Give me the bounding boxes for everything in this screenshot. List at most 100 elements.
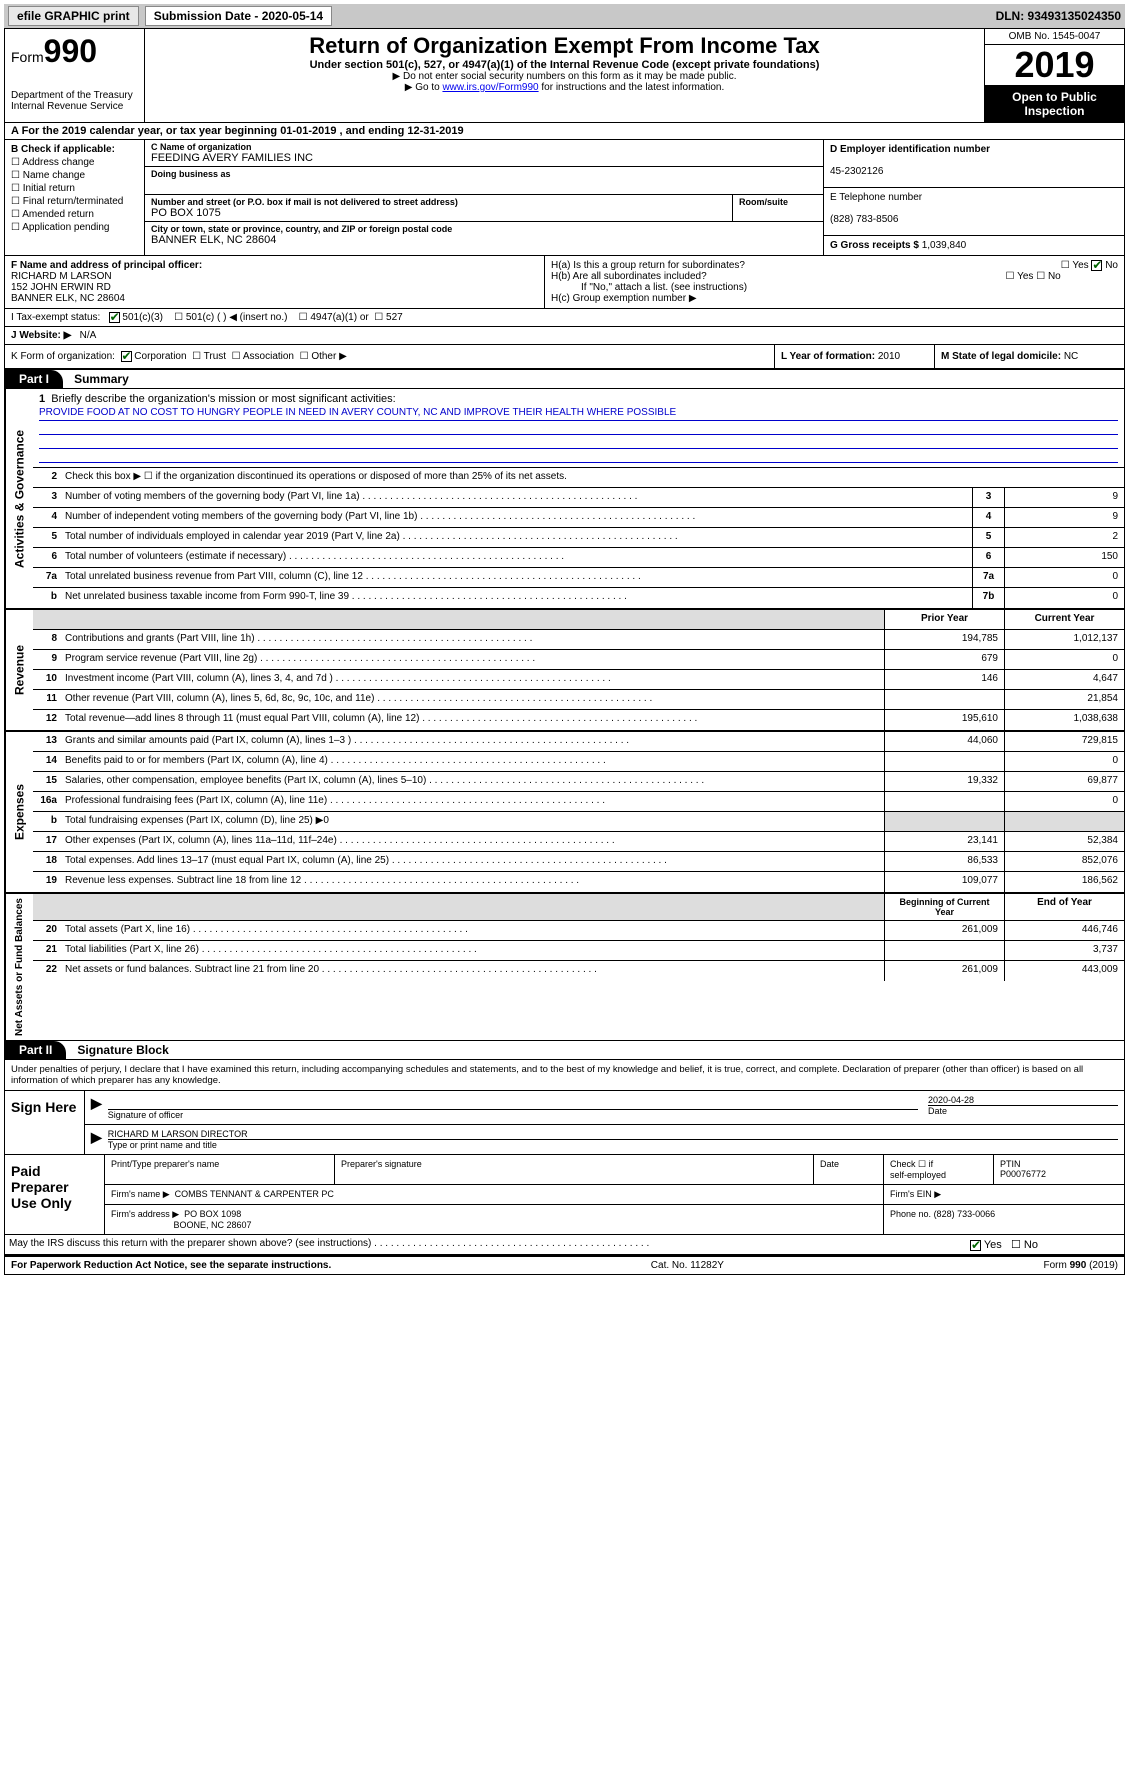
preparer-name-label: Print/Type preparer's name bbox=[105, 1155, 335, 1184]
chk-name-change[interactable]: ☐ Name change bbox=[11, 170, 138, 181]
efile-print-button[interactable]: efile GRAPHIC print bbox=[8, 6, 139, 26]
chk-address-change[interactable]: ☐ Address change bbox=[11, 157, 138, 168]
line-text: Professional fundraising fees (Part IX, … bbox=[61, 792, 884, 811]
line-value: 2 bbox=[1004, 528, 1124, 547]
prior-value: 44,060 bbox=[884, 732, 1004, 751]
q2-text: Check this box ▶ ☐ if the organization d… bbox=[61, 468, 1124, 487]
chk-amended-return[interactable]: ☐ Amended return bbox=[11, 209, 138, 220]
current-value: 186,562 bbox=[1004, 872, 1124, 892]
line-text: Program service revenue (Part VIII, line… bbox=[61, 650, 884, 669]
chk-association[interactable]: ☐ Association bbox=[232, 351, 294, 362]
tab-revenue: Revenue bbox=[5, 610, 33, 730]
form-header: Form990 Department of the Treasury Inter… bbox=[5, 29, 1124, 123]
discuss-no[interactable]: ☐ No bbox=[1011, 1239, 1038, 1251]
prior-value: 109,077 bbox=[884, 872, 1004, 892]
exp-line-14: 14Benefits paid to or for members (Part … bbox=[33, 752, 1124, 772]
c-name-label: C Name of organization bbox=[151, 142, 817, 152]
chk-initial-return[interactable]: ☐ Initial return bbox=[11, 183, 138, 194]
ein-value: 45-2302126 bbox=[830, 166, 883, 177]
line-text: Other expenses (Part IX, column (A), lin… bbox=[61, 832, 884, 851]
row-j-website: J Website: ▶ N/A bbox=[5, 327, 1124, 345]
line-value: 9 bbox=[1004, 508, 1124, 527]
mission-line-3 bbox=[39, 435, 1118, 449]
footer-left: For Paperwork Reduction Act Notice, see … bbox=[11, 1260, 331, 1271]
officer-name: RICHARD M LARSON bbox=[11, 271, 112, 282]
chk-trust[interactable]: ☐ Trust bbox=[192, 351, 226, 362]
col-c-name-address: C Name of organization FEEDING AVERY FAM… bbox=[145, 140, 824, 255]
gross-receipts-value: 1,039,840 bbox=[922, 240, 967, 251]
firm-addr-label: Firm's address ▶ bbox=[111, 1209, 179, 1219]
rev-line-12: 12Total revenue—add lines 8 through 11 (… bbox=[33, 710, 1124, 730]
current-value: 852,076 bbox=[1004, 852, 1124, 871]
chk-501c[interactable]: ☐ 501(c) ( ) ◀ (insert no.) bbox=[174, 312, 287, 323]
chk-527[interactable]: ☐ 527 bbox=[374, 312, 402, 323]
current-value: 69,877 bbox=[1004, 772, 1124, 791]
line-text: Other revenue (Part VIII, column (A), li… bbox=[61, 690, 884, 709]
g-gross-label: G Gross receipts $ bbox=[830, 240, 919, 251]
ha-no-check[interactable] bbox=[1091, 260, 1102, 271]
rev-line-9: 9Program service revenue (Part VIII, lin… bbox=[33, 650, 1124, 670]
footer-row: For Paperwork Reduction Act Notice, see … bbox=[5, 1256, 1124, 1274]
prior-value: 195,610 bbox=[884, 710, 1004, 730]
preparer-date-label: Date bbox=[814, 1155, 884, 1184]
ptin-cell: PTINP00076772 bbox=[994, 1155, 1124, 1184]
line-ref: 6 bbox=[972, 548, 1004, 567]
line-ref: 3 bbox=[972, 488, 1004, 507]
q1-label: Briefly describe the organization's miss… bbox=[51, 393, 395, 405]
line-text: Total revenue—add lines 8 through 11 (mu… bbox=[61, 710, 884, 730]
form-word: Form bbox=[11, 49, 44, 65]
chk-application-pending[interactable]: ☐ Application pending bbox=[11, 222, 138, 233]
mission-text: PROVIDE FOOD AT NO COST TO HUNGRY PEOPLE… bbox=[39, 405, 1118, 421]
na-line-22: 22Net assets or fund balances. Subtract … bbox=[33, 961, 1124, 981]
discuss-yes[interactable] bbox=[970, 1240, 981, 1251]
sign-here-label: Sign Here bbox=[5, 1091, 85, 1154]
prior-value bbox=[884, 792, 1004, 811]
hb-no[interactable]: ☐ No bbox=[1036, 271, 1061, 282]
form990-link[interactable]: www.irs.gov/Form990 bbox=[442, 82, 538, 93]
f-label: F Name and address of principal officer: bbox=[11, 260, 202, 271]
chk-4947[interactable]: ☐ 4947(a)(1) or bbox=[299, 312, 369, 323]
corp-label: Corporation bbox=[134, 351, 186, 362]
line-text: Total liabilities (Part X, line 26) bbox=[61, 941, 884, 960]
street-value: PO BOX 1075 bbox=[151, 207, 726, 219]
exp-line-13: 13Grants and similar amounts paid (Part … bbox=[33, 732, 1124, 752]
col-defg: D Employer identification number 45-2302… bbox=[824, 140, 1124, 255]
line-text: Contributions and grants (Part VIII, lin… bbox=[61, 630, 884, 649]
rev-line-10: 10Investment income (Part VIII, column (… bbox=[33, 670, 1124, 690]
self-employed-check[interactable]: Check ☐ ifself-employed bbox=[884, 1155, 994, 1184]
firm-phone: (828) 733-0066 bbox=[934, 1209, 996, 1219]
date-label: Date bbox=[928, 1105, 1118, 1116]
firm-addr1: PO BOX 1098 bbox=[184, 1209, 241, 1219]
sign-date: 2020-04-28 bbox=[928, 1095, 1118, 1105]
h-b-note: If "No," attach a list. (see instruction… bbox=[551, 282, 1118, 293]
chk-501c3[interactable] bbox=[109, 312, 120, 323]
hb-yes[interactable]: ☐ Yes bbox=[1006, 271, 1034, 282]
dba-label: Doing business as bbox=[151, 169, 817, 179]
end-value: 443,009 bbox=[1004, 961, 1124, 981]
na-line-20: 20Total assets (Part X, line 16)261,0094… bbox=[33, 921, 1124, 941]
501c3-label: 501(c)(3) bbox=[122, 312, 163, 323]
current-value: 0 bbox=[1004, 792, 1124, 811]
revenue-section: Revenue Prior Year Current Year 8Contrib… bbox=[5, 610, 1124, 732]
mission-line-4 bbox=[39, 449, 1118, 463]
net-assets-section: Net Assets or Fund Balances Beginning of… bbox=[5, 894, 1124, 1041]
exp-line-15: 15Salaries, other compensation, employee… bbox=[33, 772, 1124, 792]
q1-mission: 1 Briefly describe the organization's mi… bbox=[33, 389, 1124, 468]
h-c-label: H(c) Group exemption number ▶ bbox=[551, 293, 1118, 304]
chk-corporation[interactable] bbox=[121, 351, 132, 362]
subtitle-3: ▶ Go to www.irs.gov/Form990 for instruct… bbox=[153, 82, 976, 93]
h-a-label: H(a) Is this a group return for subordin… bbox=[551, 260, 745, 271]
row-a-tax-year: A For the 2019 calendar year, or tax yea… bbox=[5, 123, 1124, 140]
line-ref: 5 bbox=[972, 528, 1004, 547]
current-value: 52,384 bbox=[1004, 832, 1124, 851]
org-name: FEEDING AVERY FAMILIES INC bbox=[151, 152, 817, 164]
prior-value: 679 bbox=[884, 650, 1004, 669]
summary-line-7a: 7aTotal unrelated business revenue from … bbox=[33, 568, 1124, 588]
chk-other[interactable]: ☐ Other ▶ bbox=[300, 351, 347, 362]
officer-printed-name: RICHARD M LARSON DIRECTOR bbox=[108, 1129, 1118, 1139]
paid-preparer-label: Paid Preparer Use Only bbox=[5, 1155, 105, 1234]
ha-yes[interactable]: ☐ Yes bbox=[1061, 260, 1089, 271]
website-value: N/A bbox=[80, 330, 97, 341]
current-value: 0 bbox=[1004, 752, 1124, 771]
chk-final-return[interactable]: ☐ Final return/terminated bbox=[11, 196, 138, 207]
